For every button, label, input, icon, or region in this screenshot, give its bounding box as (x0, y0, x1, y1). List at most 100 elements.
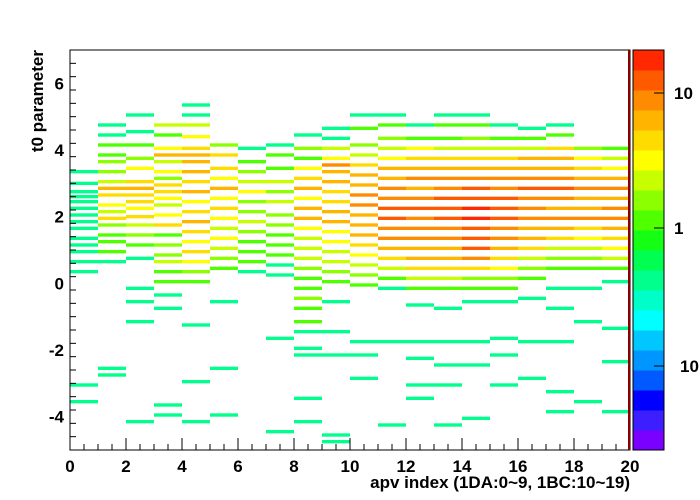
heatmap-cell (350, 153, 378, 157)
heatmap-cell (322, 300, 350, 304)
heatmap-cell (434, 236, 462, 240)
heatmap-cell (154, 243, 182, 247)
heatmap-cell (266, 180, 294, 184)
heatmap-cell (406, 216, 434, 220)
heatmap-cell (546, 256, 574, 260)
heatmap-cell (210, 176, 238, 180)
heatmap-cell (490, 123, 518, 127)
heatmap-cell (154, 146, 182, 150)
heatmap-cell (126, 243, 154, 247)
heatmap-cell (434, 216, 462, 220)
heatmap-cell (126, 193, 154, 197)
heatmap-cell (154, 306, 182, 310)
heatmap-cell (490, 383, 518, 387)
heatmap-cell (490, 236, 518, 240)
heatmap-cell (210, 236, 238, 240)
heatmap-cell (490, 256, 518, 260)
heatmap-cell (546, 286, 574, 290)
heatmap-cell (70, 206, 98, 210)
heatmap-cell (434, 256, 462, 260)
heatmap-cell (350, 126, 378, 130)
heatmap-cell (70, 170, 98, 174)
heatmap-cell (322, 353, 350, 357)
heatmap-cell (126, 180, 154, 184)
heatmap-cell (98, 223, 126, 227)
heatmap-cell (490, 206, 518, 210)
heatmap-cell (406, 396, 434, 400)
heatmap-cell (294, 353, 322, 357)
heatmap-cell (154, 403, 182, 407)
heatmap-cell (126, 206, 154, 210)
heatmap-cell (406, 226, 434, 230)
heatmap-cell (210, 186, 238, 190)
heatmap-cell (70, 181, 98, 185)
heatmap-cell (126, 256, 154, 260)
heatmap-cell (322, 163, 350, 167)
y-tick-label: 2 (55, 208, 64, 227)
heatmap-cell (434, 136, 462, 140)
heatmap-cell (266, 430, 294, 434)
heatmap-cell (182, 123, 210, 127)
heatmap-cell (406, 356, 434, 360)
heatmap-cell (462, 206, 490, 210)
heatmap-cell (462, 286, 490, 290)
heatmap-cell (266, 273, 294, 277)
heatmap-cell (154, 170, 182, 174)
heatmap-cell (182, 113, 210, 117)
heatmap-cell (462, 266, 490, 270)
heatmap-cell (546, 266, 574, 270)
heatmap-cell (294, 246, 322, 250)
heatmap-cell (238, 250, 266, 254)
heatmap-cell (350, 253, 378, 257)
heatmap-cell (490, 146, 518, 150)
heatmap-cell (546, 123, 574, 127)
heatmap-cell (70, 270, 98, 274)
heatmap-cell (574, 246, 602, 250)
heatmap-cell (406, 123, 434, 127)
heatmap-cell (154, 280, 182, 284)
heatmap-cell (350, 263, 378, 267)
heatmap-cell (126, 320, 154, 324)
heatmap-cell (98, 170, 126, 174)
colorbar-swatch (633, 90, 664, 111)
heatmap-cell (126, 130, 154, 134)
heatmap-cell (350, 203, 378, 207)
heatmap-cell (182, 190, 210, 194)
heatmap-cell (98, 193, 126, 197)
heatmap-cell (490, 176, 518, 180)
heatmap-cell (546, 166, 574, 170)
heatmap-cell (406, 286, 434, 290)
heatmap-cell (322, 126, 350, 130)
heatmap-cell (294, 196, 322, 200)
heatmap-cell (602, 280, 630, 284)
heatmap-cell (182, 146, 210, 150)
heatmap-cell (322, 190, 350, 194)
heatmap-cell (518, 196, 546, 200)
heatmap-cell (154, 293, 182, 297)
heatmap-cell (210, 206, 238, 210)
heatmap-cell (406, 136, 434, 140)
heatmap-cell (238, 270, 266, 274)
heatmap-cell (210, 300, 238, 304)
heatmap-cell (518, 256, 546, 260)
heatmap-cell (98, 133, 126, 137)
heatmap-cell (98, 153, 126, 157)
heatmap-cell (294, 226, 322, 230)
heatmap-cell (518, 266, 546, 270)
heatmap-cell (266, 190, 294, 194)
heatmap-cell (350, 283, 378, 287)
heatmap-cell (490, 276, 518, 280)
heatmap-cell (518, 126, 546, 130)
heatmap-cell (406, 266, 434, 270)
heatmap-cell (434, 186, 462, 190)
heatmap-cell (210, 246, 238, 250)
heatmap-cell (406, 236, 434, 240)
heatmap-cell (434, 176, 462, 180)
heatmap-cell (322, 240, 350, 244)
heatmap-cell (602, 166, 630, 170)
heatmap-cell (546, 133, 574, 137)
heatmap-cell (490, 216, 518, 220)
heatmap-cell (238, 260, 266, 264)
heatmap-cell (210, 153, 238, 157)
heatmap-cell (406, 256, 434, 260)
